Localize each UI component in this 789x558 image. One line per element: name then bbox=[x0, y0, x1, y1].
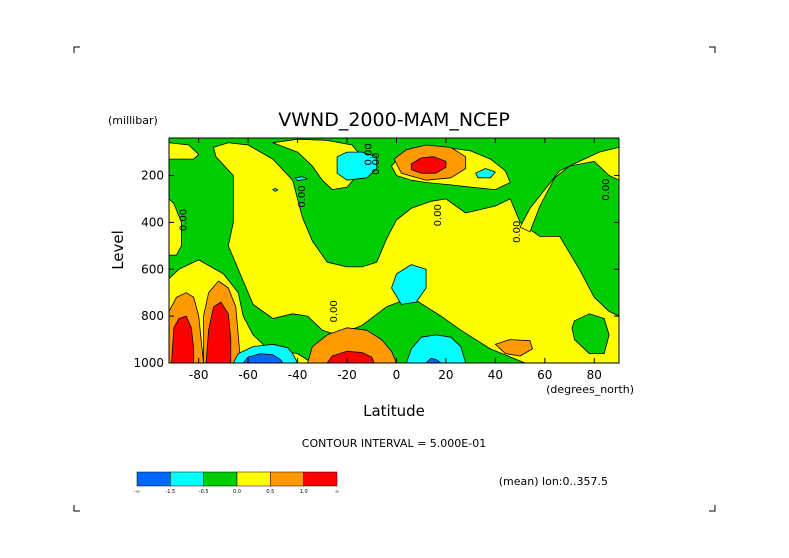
x-tick-label-6: 40 bbox=[488, 368, 503, 382]
colorbar-swatch-3 bbox=[236, 471, 271, 487]
zero-label-7: 0.00 bbox=[601, 178, 612, 200]
x-units-label: (degrees_north) bbox=[546, 383, 634, 396]
contour-region-7 bbox=[169, 142, 200, 160]
contour-region-23 bbox=[391, 264, 427, 305]
y-axis-label: Level bbox=[109, 230, 127, 270]
zero-label-1: 0.00 bbox=[297, 185, 308, 207]
colorbar-label-0: -∞ bbox=[134, 489, 140, 495]
zero-label-4: 0.00 bbox=[371, 153, 382, 175]
x-tick-label-0: -80 bbox=[189, 368, 209, 382]
y-axis: 200 400 600 800 1000 bbox=[133, 169, 619, 370]
y-tick-label-1: 400 bbox=[141, 215, 164, 229]
zero-label-2: 0.00 bbox=[329, 300, 340, 322]
crop-marks bbox=[73, 46, 716, 512]
x-tick-label-1: -60 bbox=[238, 368, 258, 382]
y-tick-label-4: 1000 bbox=[133, 356, 164, 370]
colorbar-label-2: -0.5 bbox=[199, 489, 209, 495]
x-tick-label-4: 0 bbox=[393, 368, 401, 382]
contour-region-12 bbox=[410, 156, 447, 174]
colorbar-label-5: 1.0 bbox=[300, 489, 308, 495]
x-tick-label-8: 80 bbox=[587, 368, 602, 382]
contour-region-21 bbox=[425, 357, 442, 363]
contour-region-5 bbox=[571, 313, 610, 355]
contour-region-9 bbox=[307, 327, 397, 363]
contour-region-1 bbox=[213, 142, 619, 363]
colorbar-label-4: 0.5 bbox=[266, 489, 274, 495]
contour-region-6 bbox=[169, 198, 182, 256]
contour-region-10 bbox=[326, 350, 375, 363]
x-tick-label-7: 60 bbox=[537, 368, 552, 382]
contour-region-3 bbox=[272, 138, 363, 191]
colorbar-swatch-0 bbox=[136, 471, 171, 487]
contour-region-14 bbox=[171, 315, 195, 363]
zero-label-6: 0.00 bbox=[512, 221, 523, 243]
chart-title: VWND_2000-MAM_NCEP bbox=[278, 109, 510, 131]
x-axis: -80 -60 -40 -20 0 20 40 60 80 bbox=[189, 138, 602, 382]
contour-region-24 bbox=[475, 168, 496, 179]
colorbar-swatch-1 bbox=[170, 471, 204, 487]
colorbar-swatch-2 bbox=[203, 471, 238, 487]
contour-region-2 bbox=[519, 146, 619, 233]
colorbar-end-label: ∞ bbox=[335, 489, 339, 495]
colorbar-label-1: -1.5 bbox=[165, 489, 175, 495]
colorbar-swatch-5 bbox=[303, 471, 338, 487]
contour-region-16 bbox=[205, 301, 232, 363]
zero-label-5: 0.00 bbox=[433, 204, 444, 226]
x-tick-label-5: 20 bbox=[438, 368, 453, 382]
contour-region-17 bbox=[494, 339, 533, 357]
contour-region-20 bbox=[405, 334, 467, 363]
x-axis-label: Latitude bbox=[363, 402, 425, 420]
contour-fills bbox=[169, 138, 619, 363]
contour-region-22 bbox=[336, 151, 378, 181]
colorbar: -∞ -1.5 -0.5 0.0 0.5 1.0 ∞ bbox=[134, 471, 339, 495]
zero-label-3: 0.00 bbox=[364, 143, 375, 165]
contour-labels: 0.000.000.000.000.000.000.000.00 bbox=[178, 143, 612, 322]
x-tick-label-2: -40 bbox=[288, 368, 308, 382]
footnote-text: (mean) lon:0..357.5 bbox=[499, 475, 608, 488]
colorbar-swatch-4 bbox=[270, 471, 304, 487]
x-tick-label-3: -20 bbox=[337, 368, 357, 382]
y-tick-label-2: 600 bbox=[141, 262, 164, 276]
y-tick-label-0: 200 bbox=[141, 169, 164, 183]
zero-label-0: 0.00 bbox=[178, 209, 189, 231]
y-units-label: (millibar) bbox=[108, 114, 158, 127]
contour-region-26 bbox=[272, 187, 279, 192]
contour-region-19 bbox=[242, 353, 284, 363]
y-tick-label-3: 800 bbox=[141, 309, 164, 323]
contour-interval-text: CONTOUR INTERVAL = 5.000E-01 bbox=[302, 437, 486, 450]
colorbar-label-3: 0.0 bbox=[233, 489, 241, 495]
contour-region-25 bbox=[294, 176, 308, 182]
plot-frame bbox=[168, 137, 620, 364]
